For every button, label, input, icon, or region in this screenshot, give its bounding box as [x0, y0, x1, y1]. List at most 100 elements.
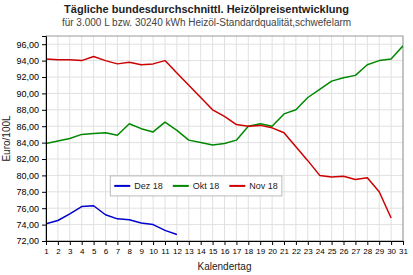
- x-tick: 13: [185, 241, 194, 256]
- x-tick-label: 19: [256, 247, 265, 256]
- x-tick-mark: [248, 241, 249, 245]
- x-tick-label: 18: [244, 247, 253, 256]
- y-tick-label: 78,00: [16, 187, 39, 197]
- x-tick-mark: [153, 241, 154, 245]
- y-tick-label: 72,00: [16, 236, 39, 246]
- x-tick-mark: [106, 241, 107, 245]
- y-tick-label: 82,00: [16, 154, 39, 164]
- x-tick-label: 21: [280, 247, 289, 256]
- y-tick: 80,00: [16, 171, 46, 181]
- series-line: [46, 46, 403, 145]
- grid-line-x: [188, 36, 189, 241]
- x-tick-label: 15: [209, 247, 218, 256]
- x-tick-label: 26: [340, 247, 349, 256]
- legend-swatch: [114, 185, 130, 187]
- y-tick: 90,00: [16, 89, 46, 99]
- x-tick: 19: [256, 241, 265, 256]
- grid-line-y: [46, 159, 403, 160]
- x-tick: 1: [44, 241, 49, 256]
- y-tick-label: 88,00: [16, 105, 39, 115]
- x-tick-label: 20: [268, 247, 277, 256]
- x-tick-mark: [189, 241, 190, 245]
- grid-line-x: [93, 36, 94, 241]
- x-tick: 5: [92, 241, 97, 256]
- grid-line-x: [176, 36, 177, 241]
- y-tick-label: 80,00: [16, 171, 39, 181]
- grid-line-x: [117, 36, 118, 241]
- grid-line-x: [331, 36, 332, 241]
- x-tick-label: 12: [173, 247, 182, 256]
- x-tick-mark: [213, 241, 214, 245]
- x-tick: 2: [56, 241, 61, 256]
- grid-line-y: [46, 208, 403, 209]
- x-tick-label: 31: [399, 247, 408, 256]
- y-axis-line: [42, 37, 47, 242]
- x-tick-mark: [165, 241, 166, 245]
- x-tick: 24: [316, 241, 325, 256]
- x-tick: 8: [128, 241, 133, 256]
- y-tick-label: 92,00: [16, 72, 39, 82]
- x-tick: 22: [292, 241, 301, 256]
- x-tick-mark: [332, 241, 333, 245]
- x-tick-label: 30: [387, 247, 396, 256]
- grid-line-x: [272, 36, 273, 241]
- y-tick-label: 74,00: [16, 220, 39, 230]
- x-tick-label: 25: [328, 247, 337, 256]
- x-tick-mark: [320, 241, 321, 245]
- legend: Dez 18Okt 18Nov 18: [110, 176, 282, 196]
- x-tick: 18: [244, 241, 253, 256]
- x-tick-label: 14: [197, 247, 206, 256]
- y-tick-mark: [42, 175, 46, 176]
- y-tick-mark: [42, 110, 46, 111]
- y-tick-mark: [42, 143, 46, 144]
- x-tick-mark: [58, 241, 59, 245]
- x-tick: 25: [328, 241, 337, 256]
- x-tick-mark: [367, 241, 368, 245]
- x-tick-label: 27: [351, 247, 360, 256]
- y-tick-mark: [42, 126, 46, 127]
- legend-item: Dez 18: [114, 181, 163, 191]
- grid-line-x: [248, 36, 249, 241]
- grid-line-x: [391, 36, 392, 241]
- subtitle: für 3.000 L bzw. 30240 kWh Heizöl-Standa…: [62, 17, 351, 28]
- grid-line-x: [81, 36, 82, 241]
- x-tick-label: 8: [128, 247, 133, 256]
- y-tick-mark: [42, 93, 46, 94]
- x-tick-mark: [70, 241, 71, 245]
- title: Tägliche bundesdurchschnittl. Heizölprei…: [64, 3, 349, 15]
- x-tick-label: 22: [292, 247, 301, 256]
- grid-line-x: [200, 36, 201, 241]
- x-tick-label: 23: [304, 247, 313, 256]
- y-tick-mark: [42, 61, 46, 62]
- y-tick-mark: [42, 192, 46, 193]
- x-tick-mark: [379, 241, 380, 245]
- legend-label: Dez 18: [134, 181, 163, 191]
- x-tick-label: 9: [139, 247, 144, 256]
- x-tick: 7: [116, 241, 121, 256]
- y-tick-label: 86,00: [16, 122, 39, 132]
- series-line: [46, 206, 177, 235]
- x-tick-label: 1: [44, 247, 49, 256]
- y-tick-label: 90,00: [16, 89, 39, 99]
- x-axis: 1234567891011121314151617181920212223242…: [44, 241, 408, 256]
- y-tick: 94,00: [16, 56, 46, 66]
- x-tick-label: 28: [363, 247, 372, 256]
- y-tick: 92,00: [16, 72, 46, 82]
- chart: Tägliche bundesdurchschnittl. Heizölprei…: [0, 0, 413, 275]
- legend-swatch: [173, 185, 189, 187]
- y-axis: 72,0074,0076,0078,0080,0082,0084,0086,00…: [16, 37, 46, 247]
- x-tick-mark: [308, 241, 309, 245]
- x-tick: 20: [268, 241, 277, 256]
- x-tick-mark: [272, 241, 273, 245]
- grid-line-x: [260, 36, 261, 241]
- y-tick: 78,00: [16, 187, 46, 197]
- grid-line-x: [129, 36, 130, 241]
- grid-line-y: [46, 44, 403, 45]
- x-tick: 16: [221, 241, 230, 256]
- grid-line-x: [284, 36, 285, 241]
- x-tick-label: 7: [116, 247, 121, 256]
- grid-line-x: [153, 36, 154, 241]
- y-tick-mark: [42, 159, 46, 160]
- y-tick-mark: [42, 225, 46, 226]
- x-tick-mark: [177, 241, 178, 245]
